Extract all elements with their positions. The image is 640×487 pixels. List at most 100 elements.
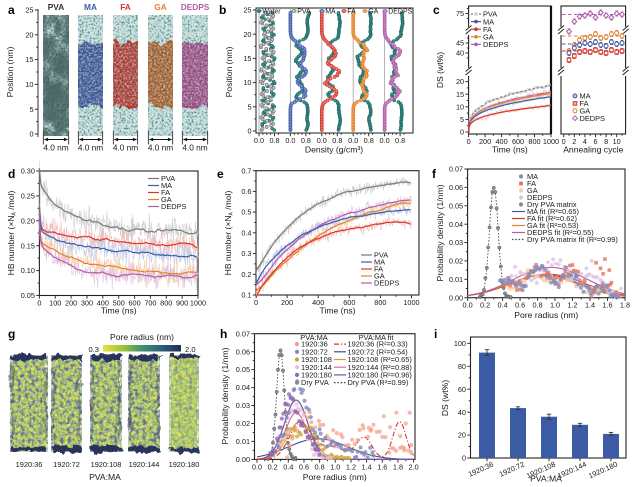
- svg-text:700: 700: [144, 299, 156, 308]
- svg-text:5: 5: [460, 115, 464, 124]
- svg-text:20: 20: [243, 30, 251, 39]
- svg-text:5: 5: [29, 105, 33, 114]
- svg-text:10: 10: [243, 78, 251, 87]
- svg-text:25: 25: [25, 6, 33, 15]
- svg-text:HB number (×NA /mol): HB number (×NA /mol): [6, 190, 18, 275]
- svg-text:DEDPS: DEDPS: [374, 279, 400, 288]
- svg-text:PVA:MA: PVA:MA: [530, 474, 562, 484]
- svg-text:800: 800: [374, 298, 386, 307]
- svg-text:GA: GA: [161, 195, 172, 204]
- svg-text:15: 15: [243, 54, 251, 63]
- svg-text:h: h: [220, 327, 227, 341]
- svg-text:0: 0: [467, 137, 471, 146]
- svg-text:5: 5: [247, 102, 251, 111]
- svg-text:10: 10: [456, 102, 464, 111]
- svg-text:0.3: 0.3: [88, 345, 99, 354]
- svg-text:1920:144: 1920:144: [301, 363, 332, 372]
- svg-text:d: d: [8, 167, 15, 181]
- svg-text:Time (ns): Time (ns): [101, 306, 137, 316]
- svg-text:PVA:MA fit: PVA:MA fit: [359, 333, 394, 342]
- svg-text:0.4: 0.4: [241, 228, 251, 237]
- svg-text:40: 40: [458, 408, 466, 417]
- svg-text:Probability density (1/nm): Probability density (1/nm): [220, 347, 230, 444]
- svg-text:Pore radius (nm): Pore radius (nm): [303, 472, 367, 482]
- svg-text:0.04: 0.04: [449, 220, 463, 229]
- svg-text:Dry PVA matrix: Dry PVA matrix: [527, 200, 577, 209]
- svg-text:FA: FA: [347, 9, 356, 16]
- svg-text:e: e: [217, 167, 224, 181]
- svg-text:1.8: 1.8: [393, 462, 403, 471]
- svg-text:1920:108 (R²=0.65): 1920:108 (R²=0.65): [348, 355, 412, 364]
- svg-text:0.8: 0.8: [315, 462, 325, 471]
- svg-text:0.4: 0.4: [497, 301, 507, 310]
- svg-text:DEDPS: DEDPS: [388, 9, 412, 16]
- svg-text:2.0: 2.0: [185, 345, 196, 354]
- svg-text:0.8: 0.8: [269, 136, 279, 145]
- svg-text:0.04: 0.04: [236, 383, 250, 392]
- svg-text:0: 0: [247, 127, 251, 136]
- svg-text:0.30: 0.30: [21, 167, 35, 176]
- svg-text:0.07: 0.07: [236, 329, 250, 338]
- svg-text:0.0: 0.0: [317, 136, 327, 145]
- svg-text:1.4: 1.4: [585, 301, 595, 310]
- svg-text:1920:36: 1920:36: [16, 460, 43, 469]
- svg-text:8: 8: [604, 137, 608, 146]
- svg-text:200: 200: [281, 298, 293, 307]
- svg-text:GA: GA: [154, 2, 166, 12]
- svg-text:Water: Water: [262, 9, 281, 16]
- svg-text:1920:144: 1920:144: [129, 460, 160, 469]
- svg-text:6: 6: [593, 137, 597, 146]
- svg-text:0.2: 0.2: [268, 462, 278, 471]
- svg-text:0: 0: [37, 299, 41, 308]
- svg-text:45: 45: [456, 39, 464, 48]
- svg-text:FA: FA: [580, 99, 589, 108]
- svg-text:0.00: 0.00: [236, 455, 250, 464]
- svg-text:DEDPS: DEDPS: [580, 114, 606, 123]
- svg-text:2: 2: [572, 137, 576, 146]
- svg-text:1000: 1000: [190, 299, 206, 308]
- svg-text:PVA: PVA: [48, 2, 64, 12]
- svg-text:Annealing cycle: Annealing cycle: [563, 145, 623, 155]
- svg-text:1.2: 1.2: [567, 301, 577, 310]
- svg-text:MA: MA: [580, 92, 591, 101]
- svg-text:0.00: 0.00: [449, 293, 463, 302]
- svg-text:10: 10: [25, 80, 33, 89]
- svg-text:600: 600: [343, 298, 355, 307]
- svg-text:800: 800: [160, 299, 172, 308]
- svg-text:Position (nm): Position (nm): [224, 47, 234, 98]
- svg-text:200: 200: [479, 137, 491, 146]
- svg-text:Pore radius (nm): Pore radius (nm): [110, 332, 174, 342]
- svg-text:0.8: 0.8: [364, 136, 374, 145]
- svg-text:Density (g/cm³): Density (g/cm³): [305, 145, 363, 155]
- svg-text:0.01: 0.01: [236, 437, 250, 446]
- svg-text:100: 100: [454, 339, 466, 348]
- svg-text:0.6: 0.6: [241, 187, 251, 196]
- svg-text:0: 0: [460, 128, 464, 137]
- svg-text:DEDPS: DEDPS: [483, 40, 509, 49]
- svg-text:0: 0: [29, 130, 33, 139]
- svg-text:0.10: 0.10: [21, 266, 35, 275]
- svg-text:1920:180: 1920:180: [301, 371, 332, 380]
- svg-text:1.4: 1.4: [362, 462, 372, 471]
- svg-text:Dry PVA: Dry PVA: [301, 378, 329, 387]
- svg-text:PVA:MA: PVA:MA: [89, 472, 121, 482]
- svg-text:0.8: 0.8: [532, 301, 542, 310]
- svg-text:0.05: 0.05: [236, 365, 250, 374]
- svg-text:1920:108: 1920:108: [91, 460, 122, 469]
- svg-text:f: f: [432, 167, 437, 181]
- svg-text:1920:144 (R²=0.88): 1920:144 (R²=0.88): [348, 363, 412, 372]
- svg-text:0: 0: [254, 298, 258, 307]
- svg-text:0: 0: [462, 454, 466, 463]
- svg-text:20: 20: [25, 30, 33, 39]
- svg-text:Dry PVA matrix fit (R²=0.99): Dry PVA matrix fit (R²=0.99): [527, 235, 618, 244]
- svg-text:500: 500: [113, 299, 125, 308]
- svg-text:0.0: 0.0: [252, 462, 262, 471]
- svg-text:MA: MA: [374, 258, 385, 267]
- svg-text:FA: FA: [374, 265, 383, 274]
- svg-text:0.8: 0.8: [301, 136, 311, 145]
- svg-text:0.01: 0.01: [449, 275, 463, 284]
- svg-text:0.03: 0.03: [236, 401, 250, 410]
- svg-text:PVA: PVA: [297, 9, 311, 16]
- svg-text:0.15: 0.15: [21, 241, 35, 250]
- svg-text:0.0: 0.0: [348, 136, 358, 145]
